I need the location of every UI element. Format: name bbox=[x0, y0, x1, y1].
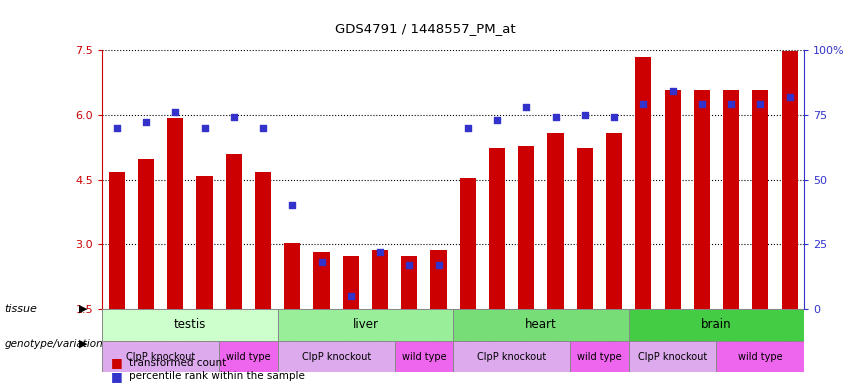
Bar bbox=[453, 309, 629, 341]
Point bbox=[637, 101, 650, 108]
Point bbox=[227, 114, 241, 121]
Text: wild type: wild type bbox=[402, 352, 446, 362]
Text: liver: liver bbox=[352, 318, 379, 331]
Text: wild type: wild type bbox=[577, 352, 622, 362]
Bar bbox=[635, 57, 651, 309]
Text: ▶: ▶ bbox=[79, 339, 88, 349]
Bar bbox=[277, 341, 395, 372]
Text: tissue: tissue bbox=[4, 304, 37, 314]
Point bbox=[315, 260, 328, 266]
Point bbox=[344, 293, 357, 299]
Point bbox=[753, 101, 767, 108]
Point bbox=[256, 125, 270, 131]
Point bbox=[695, 101, 709, 108]
Bar bbox=[577, 148, 593, 309]
Bar bbox=[109, 172, 125, 309]
Text: transformed count: transformed count bbox=[129, 358, 226, 368]
Bar bbox=[313, 252, 329, 309]
Text: GDS4791 / 1448557_PM_at: GDS4791 / 1448557_PM_at bbox=[335, 22, 516, 35]
Text: genotype/variation: genotype/variation bbox=[4, 339, 103, 349]
Text: ■: ■ bbox=[111, 370, 123, 383]
Text: ClpP knockout: ClpP knockout bbox=[301, 352, 371, 362]
Point bbox=[578, 112, 591, 118]
Text: heart: heart bbox=[525, 318, 557, 331]
Bar bbox=[518, 146, 534, 309]
Bar bbox=[138, 159, 154, 309]
Point bbox=[168, 109, 182, 115]
Bar bbox=[226, 154, 242, 309]
Point bbox=[490, 117, 504, 123]
Point bbox=[665, 88, 679, 94]
Text: testis: testis bbox=[174, 318, 206, 331]
Bar bbox=[343, 256, 359, 309]
Bar bbox=[665, 90, 681, 309]
Point bbox=[724, 101, 738, 108]
Bar bbox=[102, 309, 277, 341]
Point bbox=[461, 125, 475, 131]
Bar bbox=[284, 243, 300, 309]
Text: ▶: ▶ bbox=[79, 304, 88, 314]
Bar bbox=[401, 256, 417, 309]
Bar bbox=[395, 341, 453, 372]
Bar bbox=[606, 133, 622, 309]
Bar bbox=[723, 90, 740, 309]
Bar bbox=[629, 309, 804, 341]
Bar bbox=[372, 250, 388, 309]
Text: ClpP knockout: ClpP knockout bbox=[477, 352, 546, 362]
Bar bbox=[219, 341, 277, 372]
Text: wild type: wild type bbox=[738, 352, 783, 362]
Bar bbox=[570, 341, 629, 372]
Point bbox=[285, 202, 299, 209]
Bar bbox=[255, 172, 271, 309]
Bar bbox=[453, 341, 570, 372]
Text: ■: ■ bbox=[111, 356, 123, 369]
Point bbox=[608, 114, 621, 121]
Bar bbox=[752, 90, 768, 309]
Bar bbox=[629, 341, 717, 372]
Point bbox=[549, 114, 563, 121]
Bar bbox=[694, 90, 710, 309]
Bar bbox=[781, 51, 797, 309]
Bar bbox=[102, 341, 219, 372]
Text: brain: brain bbox=[701, 318, 732, 331]
Bar bbox=[489, 148, 505, 309]
Bar bbox=[197, 175, 213, 309]
Bar bbox=[717, 341, 804, 372]
Bar bbox=[167, 118, 183, 309]
Point bbox=[140, 119, 153, 126]
Point bbox=[110, 125, 123, 131]
Text: ClpP knockout: ClpP knockout bbox=[638, 352, 707, 362]
Bar bbox=[460, 178, 476, 309]
Point bbox=[519, 104, 533, 110]
Bar bbox=[431, 250, 447, 309]
Point bbox=[783, 94, 797, 100]
Text: wild type: wild type bbox=[226, 352, 271, 362]
Point bbox=[403, 262, 416, 268]
Bar bbox=[277, 309, 453, 341]
Text: percentile rank within the sample: percentile rank within the sample bbox=[129, 371, 306, 381]
Point bbox=[431, 262, 445, 268]
Point bbox=[374, 249, 387, 255]
Text: ClpP knockout: ClpP knockout bbox=[126, 352, 195, 362]
Bar bbox=[547, 133, 563, 309]
Point bbox=[197, 125, 211, 131]
